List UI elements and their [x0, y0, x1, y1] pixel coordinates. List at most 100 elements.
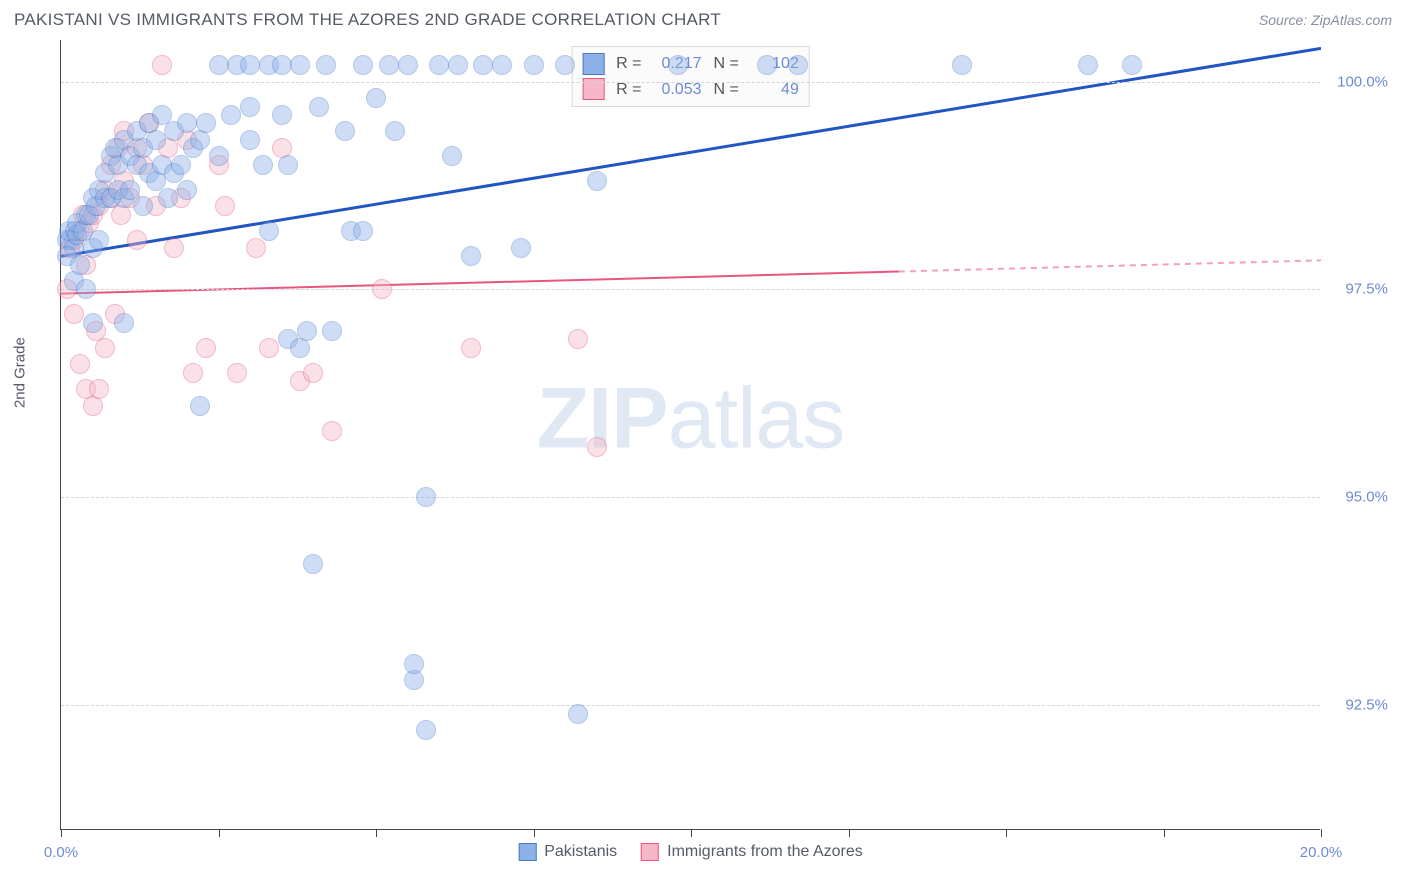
data-point	[952, 55, 972, 75]
data-point	[303, 554, 323, 574]
trend-lines	[61, 40, 1321, 830]
data-point	[442, 146, 462, 166]
data-point	[524, 55, 544, 75]
data-point	[448, 55, 468, 75]
x-tick	[1321, 829, 1322, 837]
data-point	[246, 238, 266, 258]
data-point	[353, 55, 373, 75]
x-tick	[1006, 829, 1007, 837]
data-point	[1122, 55, 1142, 75]
data-point	[290, 55, 310, 75]
series-name: Pakistanis	[544, 843, 617, 861]
data-point	[133, 196, 153, 216]
data-point	[316, 55, 336, 75]
data-point	[196, 113, 216, 133]
data-point	[215, 196, 235, 216]
data-point	[127, 230, 147, 250]
data-point	[209, 55, 229, 75]
data-point	[171, 155, 191, 175]
data-point	[240, 130, 260, 150]
legend-swatch	[582, 53, 604, 75]
legend-swatch	[641, 843, 659, 861]
data-point	[568, 704, 588, 724]
legend-r-label: R =	[616, 51, 641, 77]
x-tick-label: 20.0%	[1300, 844, 1343, 861]
data-point	[196, 338, 216, 358]
data-point	[272, 105, 292, 125]
data-point	[492, 55, 512, 75]
data-point	[297, 321, 317, 341]
data-point	[461, 246, 481, 266]
series-name: Immigrants from the Azores	[667, 843, 863, 861]
legend-n-label: N =	[714, 51, 739, 77]
gridline	[61, 82, 1320, 83]
data-point	[757, 55, 777, 75]
series-legend: Pakistanis Immigrants from the Azores	[518, 843, 863, 861]
x-tick	[219, 829, 220, 837]
data-point	[309, 97, 329, 117]
data-point	[152, 55, 172, 75]
x-tick	[61, 829, 62, 837]
plot-area: ZIPatlas R =0.217N =102R =0.053N =49 Pak…	[60, 40, 1320, 830]
data-point	[587, 437, 607, 457]
x-tick	[1164, 829, 1165, 837]
y-tick-label: 97.5%	[1345, 281, 1388, 298]
data-point	[322, 421, 342, 441]
data-point	[64, 304, 84, 324]
data-point	[404, 654, 424, 674]
data-point	[398, 55, 418, 75]
data-point	[668, 55, 688, 75]
data-point	[221, 105, 241, 125]
data-point	[303, 363, 323, 383]
data-point	[416, 487, 436, 507]
data-point	[240, 55, 260, 75]
x-tick-label: 0.0%	[44, 844, 78, 861]
y-tick-label: 100.0%	[1337, 73, 1388, 90]
data-point	[89, 230, 109, 250]
data-point	[278, 155, 298, 175]
data-point	[353, 221, 373, 241]
series-legend-item: Immigrants from the Azores	[641, 843, 863, 861]
data-point	[587, 171, 607, 191]
data-point	[416, 720, 436, 740]
data-point	[158, 188, 178, 208]
data-point	[473, 55, 493, 75]
x-tick	[534, 829, 535, 837]
data-point	[95, 338, 115, 358]
data-point	[227, 363, 247, 383]
gridline	[61, 705, 1320, 706]
gridline	[61, 497, 1320, 498]
data-point	[788, 55, 808, 75]
data-point	[272, 55, 292, 75]
data-point	[1078, 55, 1098, 75]
y-axis-label: 2nd Grade	[12, 337, 29, 408]
data-point	[366, 88, 386, 108]
data-point	[385, 121, 405, 141]
legend-n-value: 49	[751, 77, 799, 103]
watermark: ZIPatlas	[537, 369, 844, 468]
x-tick	[849, 829, 850, 837]
stats-legend: R =0.217N =102R =0.053N =49	[571, 46, 810, 107]
data-point	[70, 255, 90, 275]
data-point	[429, 55, 449, 75]
chart-container: 2nd Grade ZIPatlas R =0.217N =102R =0.05…	[60, 40, 1320, 830]
data-point	[183, 363, 203, 383]
data-point	[89, 379, 109, 399]
x-tick	[376, 829, 377, 837]
data-point	[322, 321, 342, 341]
x-tick	[691, 829, 692, 837]
data-point	[114, 313, 134, 333]
data-point	[555, 55, 575, 75]
data-point	[70, 354, 90, 374]
source-attribution: Source: ZipAtlas.com	[1259, 12, 1392, 28]
data-point	[461, 338, 481, 358]
data-point	[568, 329, 588, 349]
data-point	[379, 55, 399, 75]
data-point	[164, 238, 184, 258]
data-point	[259, 338, 279, 358]
y-tick-label: 92.5%	[1345, 697, 1388, 714]
series-legend-item: Pakistanis	[518, 843, 617, 861]
y-tick-label: 95.0%	[1345, 489, 1388, 506]
chart-title: PAKISTANI VS IMMIGRANTS FROM THE AZORES …	[14, 10, 721, 30]
stats-legend-row: R =0.053N =49	[582, 77, 799, 103]
